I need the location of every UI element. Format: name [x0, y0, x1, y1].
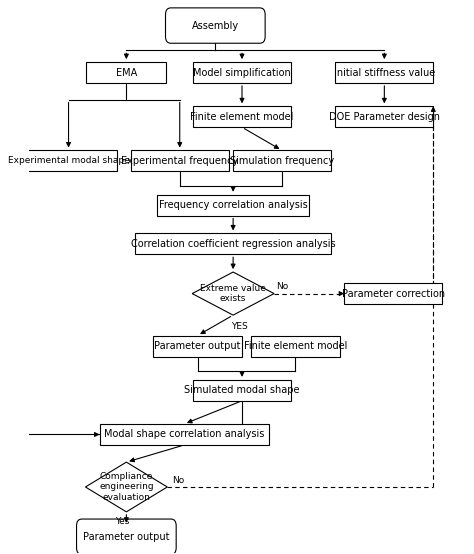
FancyBboxPatch shape: [193, 106, 291, 127]
Text: Simulation frequency: Simulation frequency: [230, 156, 334, 166]
Text: Finite element model: Finite element model: [244, 341, 347, 351]
FancyBboxPatch shape: [251, 336, 340, 357]
Text: DOE Parameter design: DOE Parameter design: [329, 112, 440, 122]
Text: No: No: [276, 282, 289, 291]
Text: Finite element model: Finite element model: [191, 112, 294, 122]
Text: Experimental modal shape: Experimental modal shape: [8, 156, 129, 166]
Polygon shape: [85, 462, 167, 512]
Text: YES: YES: [231, 322, 247, 331]
Text: Initial stiffness value: Initial stiffness value: [334, 68, 435, 78]
FancyBboxPatch shape: [165, 8, 265, 43]
Text: Simulated modal shape: Simulated modal shape: [184, 385, 300, 396]
FancyBboxPatch shape: [131, 151, 228, 171]
Text: Experimental frequency: Experimental frequency: [121, 156, 238, 166]
FancyBboxPatch shape: [19, 151, 118, 171]
Text: Parameter output: Parameter output: [83, 532, 170, 542]
FancyBboxPatch shape: [76, 519, 176, 554]
Text: No: No: [172, 475, 184, 485]
Text: Model simplification: Model simplification: [193, 68, 291, 78]
FancyBboxPatch shape: [336, 62, 433, 83]
Text: Yes: Yes: [115, 517, 129, 526]
FancyBboxPatch shape: [193, 380, 291, 401]
FancyBboxPatch shape: [135, 233, 331, 254]
FancyBboxPatch shape: [100, 424, 269, 445]
Text: Assembly: Assembly: [192, 20, 239, 30]
FancyBboxPatch shape: [336, 106, 433, 127]
FancyBboxPatch shape: [153, 336, 242, 357]
Text: Parameter correction: Parameter correction: [342, 289, 445, 299]
Text: Correlation coefficient regression analysis: Correlation coefficient regression analy…: [131, 239, 336, 249]
Polygon shape: [192, 272, 274, 315]
FancyBboxPatch shape: [193, 62, 291, 83]
Text: Modal shape correlation analysis: Modal shape correlation analysis: [104, 429, 264, 439]
FancyBboxPatch shape: [86, 62, 166, 83]
Text: EMA: EMA: [116, 68, 137, 78]
Text: Compliance
engineering
evaluation: Compliance engineering evaluation: [99, 472, 154, 502]
Text: Extreme value
exists: Extreme value exists: [200, 284, 266, 303]
Text: Parameter output: Parameter output: [154, 341, 241, 351]
FancyBboxPatch shape: [344, 283, 442, 304]
FancyBboxPatch shape: [233, 151, 331, 171]
FancyBboxPatch shape: [157, 194, 309, 216]
Text: Frequency correlation analysis: Frequency correlation analysis: [159, 200, 308, 210]
